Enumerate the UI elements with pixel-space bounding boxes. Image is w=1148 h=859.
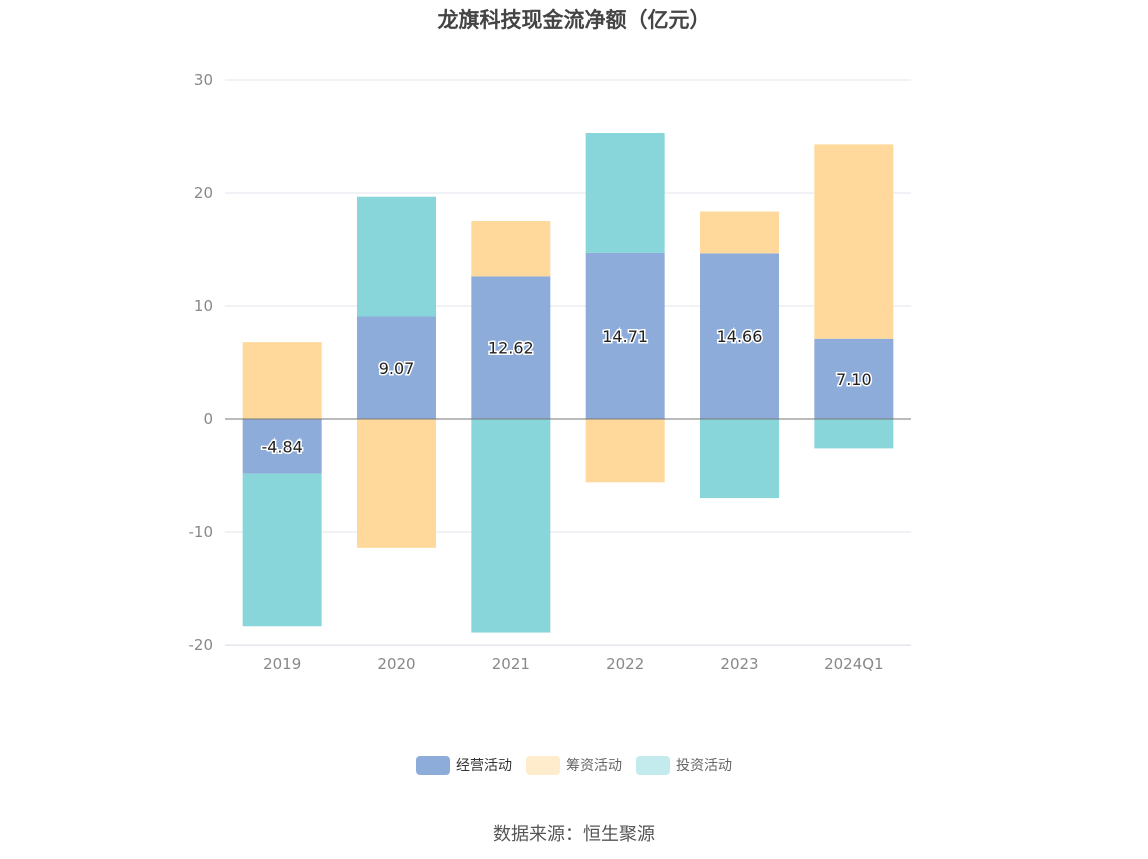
y-tick-label: 30	[194, 71, 213, 89]
legend-label: 筹资活动	[566, 758, 622, 774]
bar-2	[700, 211, 779, 254]
y-tick-label: 20	[194, 184, 213, 202]
y-tick-label: -10	[189, 523, 214, 541]
legend-label: 经营活动	[456, 758, 512, 774]
bar-3	[242, 473, 322, 627]
data-label: 12.62	[488, 339, 534, 358]
chart-title: 龙旗科技现金流净额（亿元）	[437, 8, 711, 32]
legend-label: 投资活动	[676, 758, 732, 774]
data-label: 14.66	[717, 327, 763, 346]
bar-3	[700, 419, 779, 499]
bar-2	[585, 419, 665, 483]
bar-3	[814, 419, 894, 449]
bar-2	[357, 419, 436, 548]
bar-3	[585, 132, 665, 253]
x-tick-label: 2021	[492, 655, 530, 673]
legend-item[interactable]: 筹资活动	[526, 755, 622, 775]
y-tick-label: 10	[194, 297, 213, 315]
bar-2	[471, 221, 551, 277]
bar-2	[814, 144, 894, 339]
x-tick-label: 2024Q1	[824, 655, 884, 673]
bar-1	[814, 338, 894, 419]
bar-3	[357, 196, 436, 317]
data-label: 9.07	[379, 359, 415, 378]
legend-item[interactable]: 经营活动	[416, 755, 512, 775]
y-tick-label: 0	[203, 410, 213, 428]
data-source-note: 数据来源：恒生聚源	[493, 824, 655, 845]
bar-1	[471, 276, 551, 419]
bar-1	[242, 419, 322, 474]
bar-2	[242, 342, 322, 419]
bar-3	[471, 419, 551, 633]
data-label: -4.84	[261, 437, 302, 456]
legend-swatch	[636, 755, 670, 775]
bar-1	[357, 316, 436, 419]
legend-item[interactable]: 投资活动	[636, 755, 732, 775]
x-tick-label: 2022	[606, 655, 644, 673]
x-tick-label: 2019	[263, 655, 301, 673]
bar-1	[585, 252, 665, 419]
x-tick-label: 2023	[720, 655, 758, 673]
legend-swatch	[416, 755, 450, 775]
bar-1	[700, 253, 779, 419]
x-tick-label: 2020	[377, 655, 415, 673]
legend: 经营活动 筹资活动 投资活动	[0, 755, 1148, 775]
y-tick-label: -20	[189, 636, 214, 654]
data-label: 14.71	[602, 327, 648, 346]
legend-swatch	[526, 755, 560, 775]
data-label: 7.10	[836, 370, 872, 389]
